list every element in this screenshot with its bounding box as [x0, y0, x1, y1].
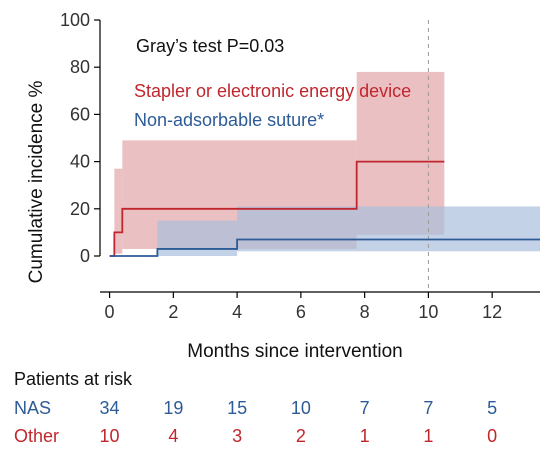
- y-tick-label: 80: [70, 57, 90, 77]
- y-tick-label: 40: [70, 152, 90, 172]
- risk-value: 10: [291, 398, 311, 418]
- risk-value: 15: [227, 398, 247, 418]
- x-tick-label: 4: [232, 302, 242, 322]
- x-tick-label: 12: [482, 302, 502, 322]
- incidence-line-series-0: [109, 160, 445, 257]
- risk-value: 1: [360, 426, 370, 446]
- risk-row-label-nas: NAS: [14, 398, 51, 418]
- legend-suture: Non-adsorbable suture*: [134, 110, 324, 130]
- risk-value: 4: [168, 426, 178, 446]
- x-tick-label: 8: [360, 302, 370, 322]
- risk-row-label-other: Other: [14, 426, 59, 446]
- incidence-line-series-1: [109, 238, 540, 257]
- x-axis-title: Months since intervention: [187, 341, 402, 362]
- ci-band-series-1: [237, 206, 541, 252]
- y-tick-label: 0: [80, 246, 90, 266]
- y-tick-label: 100: [60, 10, 90, 30]
- confidence-bands: [114, 71, 541, 256]
- risk-value: 10: [100, 426, 120, 446]
- risk-value: 7: [360, 398, 370, 418]
- ci-band-series-1: [157, 220, 238, 256]
- y-axis-title: Cumulative incidence %: [26, 81, 47, 284]
- grays-test-annotation: Gray’s test P=0.03: [136, 36, 284, 56]
- risk-table-values: 34 19 15 10 7 7 510 4 3 2 1 1 0: [100, 398, 498, 446]
- risk-value: 0: [487, 426, 497, 446]
- risk-value: 2: [296, 426, 306, 446]
- risk-value: 3: [232, 426, 242, 446]
- risk-value: 1: [423, 426, 433, 446]
- risk-value: 5: [487, 398, 497, 418]
- y-tick-label: 60: [70, 104, 90, 124]
- risk-value: 34: [100, 398, 120, 418]
- risk-value: 7: [423, 398, 433, 418]
- ci-band-series-0: [114, 168, 123, 254]
- risk-value: 19: [163, 398, 183, 418]
- legend-stapler: Stapler or electronic energy device: [134, 81, 411, 101]
- x-tick-label: 0: [105, 302, 115, 322]
- x-tick-label: 2: [168, 302, 178, 322]
- axis-ticks: 0 20 40 60 80 100 0 2 4 6 8 10 12: [60, 10, 502, 322]
- x-tick-label: 10: [418, 302, 438, 322]
- y-tick-label: 20: [70, 199, 90, 219]
- x-tick-label: 6: [296, 302, 306, 322]
- risk-table-title: Patients at risk: [14, 369, 133, 389]
- incidence-lines: [109, 160, 540, 257]
